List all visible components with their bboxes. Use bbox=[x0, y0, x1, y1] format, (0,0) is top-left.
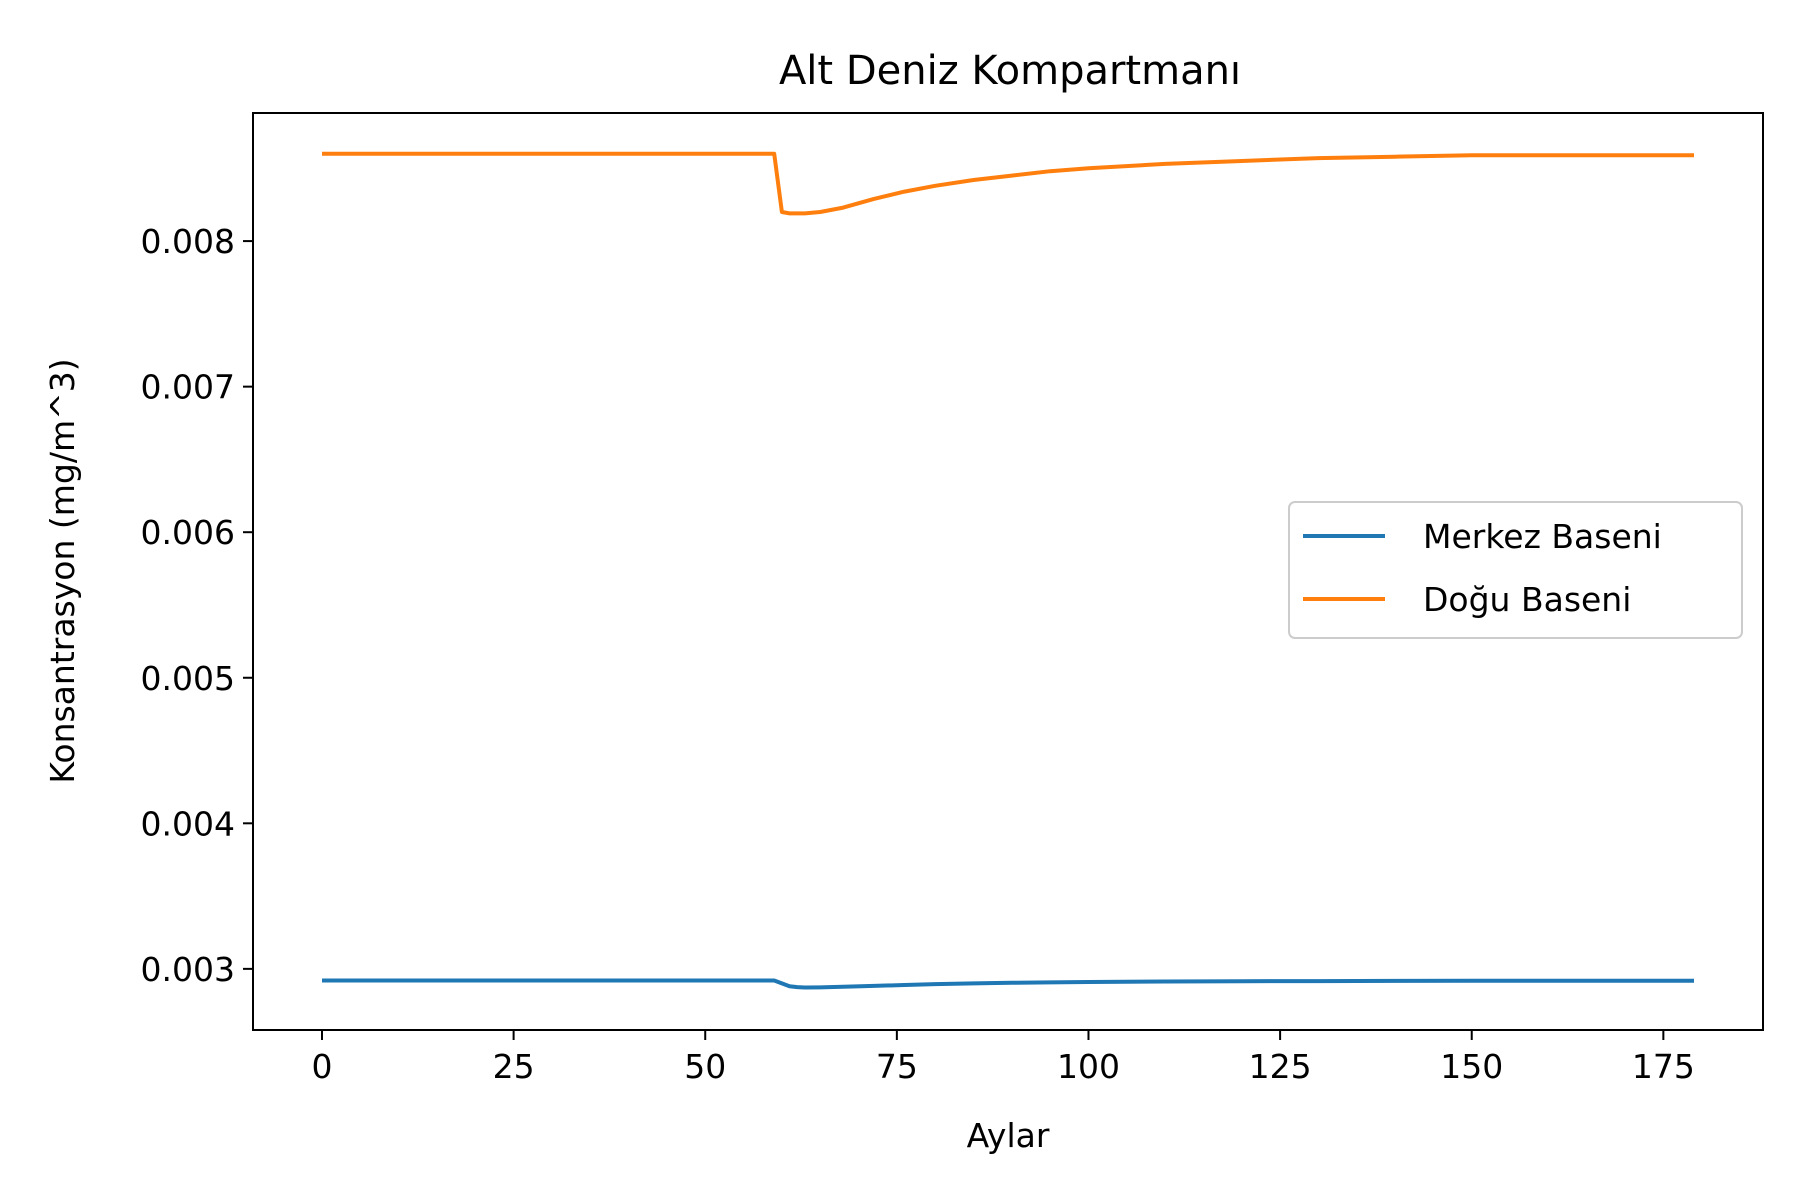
legend-box bbox=[1288, 501, 1743, 639]
legend: Merkez Baseni Doğu Baseni bbox=[1288, 501, 1743, 639]
y-tick-label: 0.005 bbox=[141, 659, 235, 698]
x-tick-label: 75 bbox=[876, 1047, 918, 1086]
chart-title: Alt Deniz Kompartmanı bbox=[779, 48, 1241, 94]
x-tick-label: 0 bbox=[311, 1047, 332, 1086]
y-tick-label: 0.008 bbox=[141, 222, 235, 261]
y-tick-label: 0.004 bbox=[141, 804, 235, 843]
x-axis: 0 25 50 75 100 125 150 175 bbox=[311, 1030, 1695, 1086]
y-axis-label: Konsantrasyon (mg/m^3) bbox=[43, 358, 82, 783]
plot-area bbox=[322, 151, 1694, 990]
y-axis: 0.003 0.004 0.005 0.006 0.007 0.008 bbox=[141, 222, 253, 989]
x-tick-label: 25 bbox=[493, 1047, 535, 1086]
legend-label: Merkez Baseni bbox=[1423, 517, 1662, 556]
x-tick-label: 50 bbox=[684, 1047, 726, 1086]
y-tick-label: 0.006 bbox=[141, 513, 235, 552]
x-tick-label: 125 bbox=[1249, 1047, 1312, 1086]
plot-frame bbox=[252, 112, 1764, 1031]
series-line-1 bbox=[322, 978, 1694, 990]
y-tick-label: 0.003 bbox=[141, 950, 235, 989]
x-tick-label: 175 bbox=[1632, 1047, 1695, 1086]
x-tick-label: 100 bbox=[1057, 1047, 1120, 1086]
series-line-2 bbox=[322, 151, 1694, 216]
legend-label: Doğu Baseni bbox=[1423, 580, 1631, 619]
x-tick-label: 150 bbox=[1440, 1047, 1503, 1086]
x-axis-label: Aylar bbox=[967, 1116, 1050, 1155]
y-tick-label: 0.007 bbox=[141, 368, 235, 407]
